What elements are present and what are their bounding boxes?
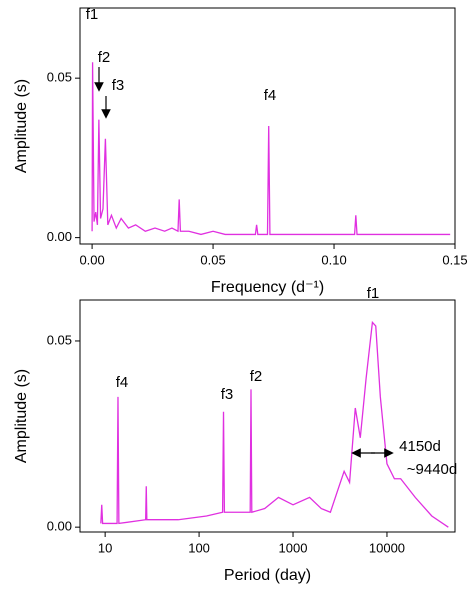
y-axis-label: Amplitude (s)	[13, 79, 30, 173]
plot-frame	[79, 299, 456, 533]
x-tick-label: 100	[188, 540, 210, 555]
y-axis-label: Amplitude (s)	[13, 369, 30, 463]
plot-frame	[79, 7, 456, 245]
annotation: 4150d	[399, 438, 441, 455]
x-tick-label: 0.10	[321, 252, 346, 267]
x-tick-label: 0.00	[79, 252, 104, 267]
data-line	[100, 320, 449, 528]
annotation: ~9440d	[407, 461, 457, 478]
x-tick-label: 0.15	[442, 252, 467, 267]
y-tick-label: 0.00	[47, 519, 72, 534]
y-tick-label: 0.00	[47, 229, 72, 244]
x-tick-label: 0.05	[200, 252, 225, 267]
x-axis-label: Period (day)	[224, 567, 311, 584]
annotation: f4	[116, 374, 129, 391]
annotation: f3	[112, 77, 125, 94]
x-axis-label: Frequency (d⁻¹)	[211, 279, 324, 296]
annotation: f1	[86, 6, 99, 23]
x-tick-label: 10	[98, 540, 112, 555]
data-line	[91, 62, 451, 236]
annotation: f4	[264, 87, 277, 104]
annotation: f1	[367, 285, 380, 302]
x-tick-label: 1000	[279, 540, 308, 555]
y-tick-label: 0.05	[47, 70, 72, 85]
annotation: f2	[250, 368, 263, 385]
y-tick-label: 0.05	[47, 332, 72, 347]
annotation: f2	[98, 49, 111, 66]
annotation: f3	[221, 386, 234, 403]
x-tick-label: 10000	[369, 540, 405, 555]
